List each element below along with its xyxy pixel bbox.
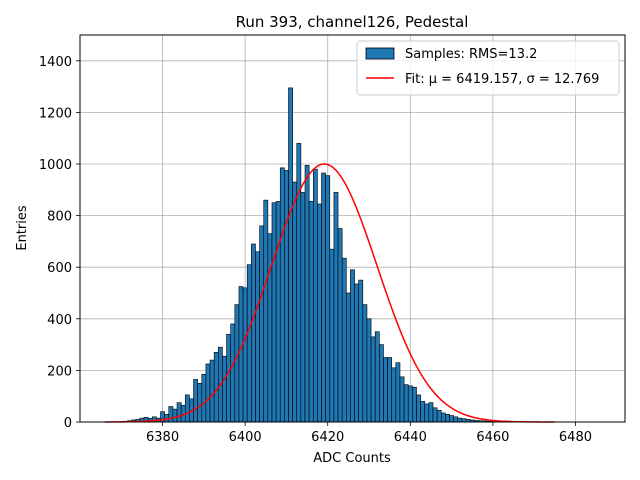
legend-swatch-samples — [365, 47, 395, 60]
histogram-bar — [391, 367, 397, 423]
y-tick-label: 1000 — [39, 158, 72, 173]
histogram-bar — [346, 292, 351, 423]
histogram-bar — [416, 394, 421, 423]
histogram-bar — [226, 333, 232, 423]
histogram-bar — [341, 257, 347, 423]
histogram-bar — [337, 228, 343, 423]
histogram-bar — [453, 416, 459, 423]
x-tick-label: 6480 — [559, 430, 592, 445]
x-axis-title: ADC Counts — [313, 451, 391, 466]
histogram-bar — [197, 382, 203, 423]
histogram-bar — [333, 192, 339, 423]
histogram-bar — [461, 418, 467, 423]
histogram-bar — [395, 362, 401, 423]
histogram-bar — [176, 402, 182, 423]
plot-frame — [79, 34, 626, 423]
x-tick-label: 6400 — [229, 430, 262, 445]
histogram-bar — [449, 415, 454, 423]
histogram-bar — [284, 170, 289, 423]
histogram-bar — [230, 323, 236, 423]
histogram-bar — [259, 225, 265, 423]
histogram-bar — [222, 355, 227, 423]
x-tick-label: 6380 — [146, 430, 179, 445]
y-tick-label: 200 — [47, 364, 72, 379]
histogram-bar — [288, 87, 293, 423]
y-tick-label: 1400 — [39, 55, 72, 70]
histogram-bar — [420, 401, 426, 423]
chart-title: Run 393, channel126, Pedestal — [236, 13, 469, 31]
histogram-bar — [424, 403, 430, 423]
legend-box — [356, 40, 620, 96]
histogram-bar — [201, 373, 207, 423]
y-axis-title: Entries — [15, 205, 30, 251]
y-tick-label: 800 — [47, 210, 72, 225]
histogram-bar — [251, 243, 256, 423]
legend: Samples: RMS=13.2 Fit: μ = 6419.157, σ =… — [356, 40, 620, 96]
histogram-bar — [317, 203, 322, 423]
histogram-bar — [267, 233, 273, 423]
histogram-bar — [383, 357, 388, 423]
histogram-bar — [205, 363, 211, 423]
histogram-bar — [238, 286, 244, 423]
fit-curve — [104, 163, 555, 423]
histogram-bar — [275, 201, 281, 423]
histogram-bar — [292, 181, 298, 423]
histogram-bar — [193, 379, 198, 423]
histogram-bar — [321, 172, 326, 423]
x-tick-label: 6440 — [394, 430, 427, 445]
histogram-bar — [412, 386, 417, 423]
y-tick-label: 0 — [64, 416, 72, 431]
histogram-bar — [312, 168, 318, 423]
histogram-bar — [403, 384, 409, 423]
histogram-bar — [428, 402, 434, 423]
y-axis-ticks: 0 200 400 600 800 1000 1200 1400 — [39, 55, 80, 431]
x-tick-label: 6420 — [311, 430, 344, 445]
histogram-bar — [168, 406, 174, 423]
histogram-bar — [304, 164, 310, 423]
histogram-bar — [325, 175, 331, 423]
histogram-bar — [399, 376, 405, 423]
histogram-bar — [436, 410, 442, 423]
histogram-bars — [118, 87, 516, 423]
histogram-bar — [242, 287, 248, 423]
histogram-bar — [358, 279, 364, 423]
histogram-bar — [234, 304, 240, 423]
histogram-bar — [296, 143, 302, 423]
histogram-bar — [354, 283, 359, 423]
histogram-bar — [366, 318, 372, 423]
legend-label-samples: Samples: RMS=13.2 — [405, 47, 537, 62]
histogram-bar — [184, 394, 190, 423]
histogram-bar — [445, 413, 450, 423]
x-axis-ticks: 6380 6400 6420 6440 6460 6480 — [146, 422, 592, 445]
histogram-bar — [407, 385, 413, 423]
y-tick-label: 600 — [47, 261, 72, 276]
histogram-bar — [440, 412, 446, 423]
histogram-bar — [172, 408, 178, 423]
histogram-bar — [329, 248, 335, 423]
y-tick-label: 1200 — [39, 106, 72, 121]
histogram-bar — [350, 269, 355, 423]
histogram-bar — [457, 417, 463, 423]
histogram-bar — [308, 201, 314, 423]
histogram-bar — [379, 344, 384, 423]
histogram-bar — [213, 352, 219, 423]
histogram-bar — [246, 264, 252, 423]
y-tick-label: 400 — [47, 313, 72, 328]
histogram-bar — [362, 304, 368, 423]
histogram-bar — [370, 336, 376, 423]
histogram-bar — [255, 251, 260, 423]
histogram-bar — [209, 359, 215, 423]
histogram-bar — [432, 407, 438, 423]
histogram-bar — [279, 167, 285, 423]
x-tick-label: 6460 — [476, 430, 509, 445]
histogram-bar — [300, 192, 306, 423]
histogram-bar — [263, 199, 269, 423]
histogram-bar — [271, 202, 277, 423]
histogram-bar — [374, 331, 380, 423]
legend-label-fit: Fit: μ = 6419.157, σ = 12.769 — [405, 72, 599, 87]
histogram-bar — [387, 357, 393, 423]
